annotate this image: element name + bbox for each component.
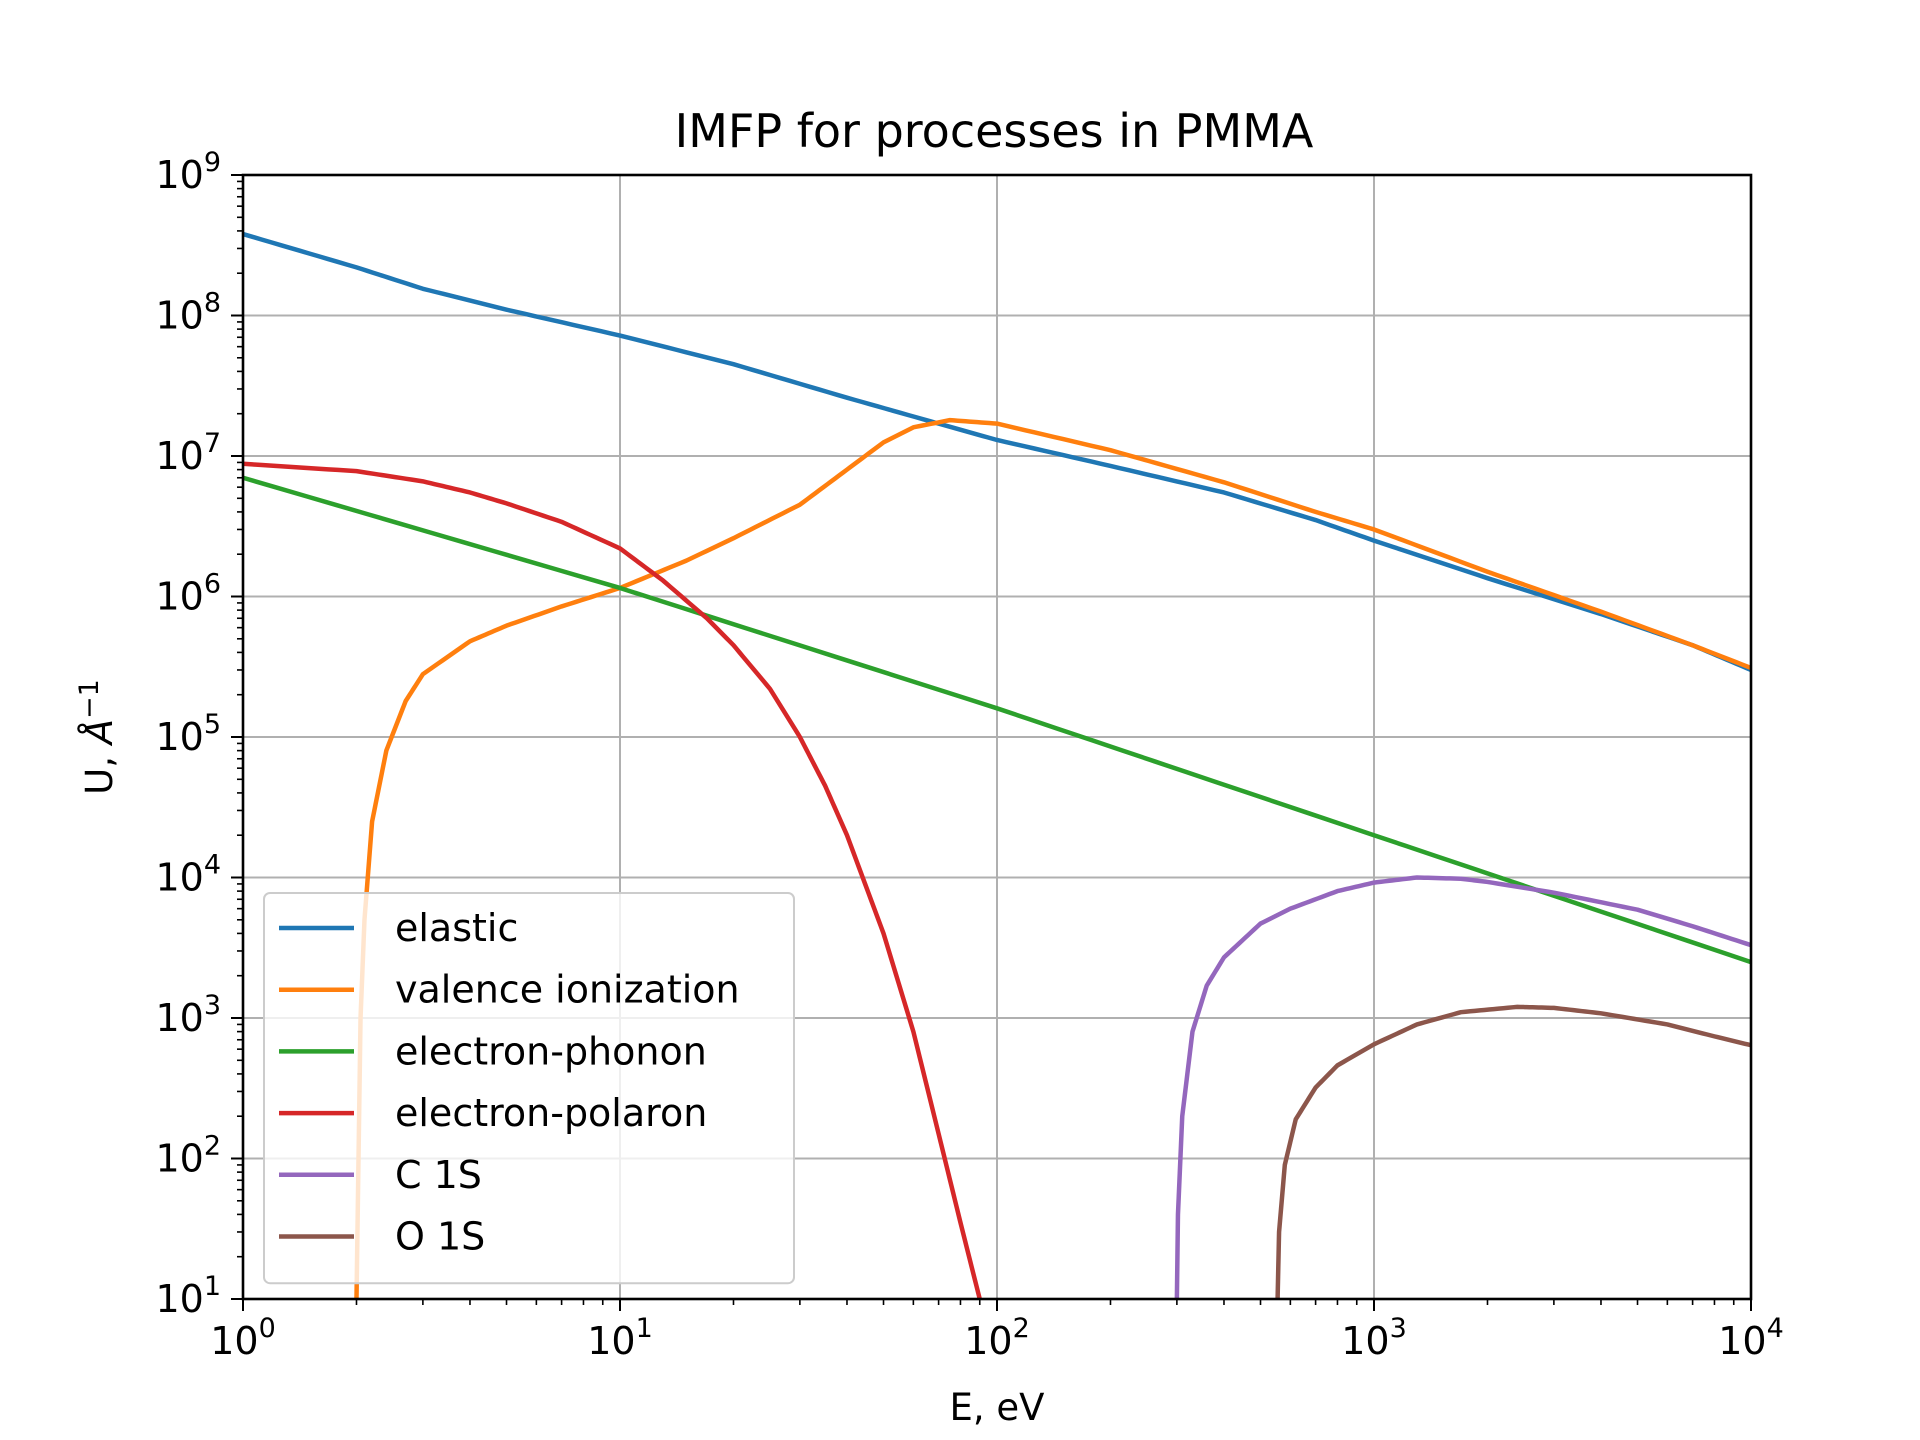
y-tick-exponent: 1 bbox=[204, 1271, 221, 1302]
y-tick-label: 103 bbox=[155, 990, 221, 1040]
grid bbox=[243, 175, 1751, 1299]
x-tick-label: 102 bbox=[964, 1313, 1030, 1363]
y-tick-label: 101 bbox=[155, 1271, 221, 1321]
x-tick-exponent: 0 bbox=[259, 1313, 276, 1344]
y-tick-label: 102 bbox=[155, 1131, 221, 1181]
y-tick-label: 104 bbox=[155, 850, 221, 900]
series-line-electron-phonon bbox=[242, 475, 1752, 965]
legend: elastic valence ionization electron-phonon… bbox=[263, 892, 795, 1285]
x-tick-base: 10 bbox=[964, 1319, 1012, 1363]
x-tick-label: 101 bbox=[587, 1313, 653, 1363]
x-tick-label: 103 bbox=[1341, 1313, 1407, 1363]
legend-label-o-1s: O 1S bbox=[395, 1215, 485, 1259]
y-axis-label-sup: −1 bbox=[74, 679, 105, 719]
y-tick-base: 10 bbox=[155, 153, 203, 197]
x-tick-base: 10 bbox=[210, 1319, 258, 1363]
series-line-electron-polaron bbox=[242, 461, 982, 1300]
x-tick-label: 100 bbox=[210, 1313, 276, 1363]
y-tick-exponent: 6 bbox=[204, 569, 221, 600]
y-tick-base: 10 bbox=[155, 996, 203, 1040]
y-tick-exponent: 4 bbox=[204, 850, 221, 881]
y-tick-exponent: 9 bbox=[204, 147, 221, 178]
legend-box bbox=[263, 892, 795, 1285]
y-tick-label: 108 bbox=[155, 288, 221, 338]
series-line-o-1s bbox=[1275, 1004, 1752, 1300]
y-tick-base: 10 bbox=[155, 1137, 203, 1181]
y-tick-base: 10 bbox=[155, 715, 203, 759]
y-tick-base: 10 bbox=[155, 434, 203, 478]
series-line-c-1s bbox=[1174, 875, 1752, 1300]
y-tick-base: 10 bbox=[155, 1277, 203, 1321]
y-tick-label: 107 bbox=[155, 428, 221, 478]
y-tick-label: 105 bbox=[155, 709, 221, 759]
series-group bbox=[242, 231, 1752, 1300]
x-tick-label: 104 bbox=[1718, 1313, 1784, 1363]
y-tick-label: 106 bbox=[155, 569, 221, 619]
legend-label-elastic: elastic bbox=[395, 906, 518, 950]
y-tick-exponent: 5 bbox=[204, 709, 221, 740]
x-tick-exponent: 4 bbox=[1767, 1313, 1784, 1344]
x-tick-exponent: 2 bbox=[1013, 1313, 1030, 1344]
y-tick-exponent: 2 bbox=[204, 1131, 221, 1162]
legend-label-electron-polaron: electron-polaron bbox=[395, 1091, 707, 1135]
y-tick-exponent: 8 bbox=[204, 288, 221, 319]
chart-title: IMFP for processes in PMMA bbox=[675, 104, 1314, 158]
y-tick-label: 109 bbox=[155, 147, 221, 197]
y-tick-exponent: 3 bbox=[204, 990, 221, 1021]
y-axis-label-unit: Å bbox=[77, 719, 121, 746]
legend-label-valence-ionization: valence ionization bbox=[395, 968, 740, 1012]
x-tick-base: 10 bbox=[587, 1319, 635, 1363]
x-tick-base: 10 bbox=[1718, 1319, 1766, 1363]
legend-label-electron-phonon: electron-phonon bbox=[395, 1029, 707, 1073]
y-tick-base: 10 bbox=[155, 575, 203, 619]
x-tick-exponent: 1 bbox=[636, 1313, 653, 1344]
legend-label-c-1s: C 1S bbox=[395, 1153, 482, 1197]
series-line-elastic bbox=[242, 231, 1752, 673]
y-axis-label: U, Å−1 bbox=[74, 679, 121, 795]
x-tick-base: 10 bbox=[1341, 1319, 1389, 1363]
y-tick-base: 10 bbox=[155, 294, 203, 338]
series-line-valence-ionization bbox=[354, 417, 1752, 1300]
y-axis-label-main: U, bbox=[78, 744, 121, 795]
x-axis-label: E, eV bbox=[950, 1386, 1045, 1429]
axis-ticks: 100 101 102 103 1041011021031041051061071081… bbox=[155, 147, 1783, 1363]
x-tick-exponent: 3 bbox=[1390, 1313, 1407, 1344]
y-tick-base: 10 bbox=[155, 856, 203, 900]
y-tick-exponent: 7 bbox=[204, 428, 221, 459]
